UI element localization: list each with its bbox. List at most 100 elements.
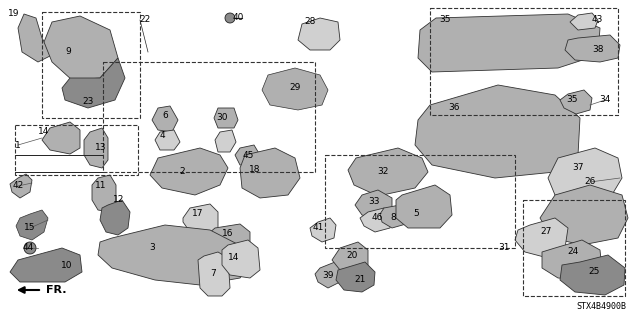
Text: 10: 10: [61, 261, 73, 270]
Polygon shape: [92, 175, 116, 212]
Text: FR.: FR.: [46, 285, 67, 295]
Polygon shape: [262, 68, 328, 110]
Text: 1: 1: [15, 140, 21, 150]
Polygon shape: [332, 242, 368, 272]
Polygon shape: [396, 185, 452, 228]
Text: 40: 40: [232, 13, 244, 23]
Text: 27: 27: [540, 227, 552, 236]
Text: 20: 20: [346, 250, 358, 259]
Bar: [15, 125, 138, 175]
Polygon shape: [18, 14, 52, 62]
Polygon shape: [235, 145, 260, 165]
Text: 41: 41: [312, 224, 324, 233]
Text: 16: 16: [222, 228, 234, 238]
Polygon shape: [62, 58, 125, 108]
Text: 5: 5: [413, 209, 419, 218]
Text: 35: 35: [439, 16, 451, 25]
Text: 11: 11: [95, 182, 107, 190]
Text: 4: 4: [159, 130, 165, 139]
Text: 22: 22: [140, 16, 150, 25]
Polygon shape: [10, 248, 82, 282]
Text: 26: 26: [584, 177, 596, 187]
Polygon shape: [215, 130, 236, 152]
Polygon shape: [360, 208, 392, 232]
Polygon shape: [515, 218, 568, 258]
Polygon shape: [42, 122, 80, 154]
Text: 43: 43: [591, 16, 603, 25]
Polygon shape: [380, 205, 408, 228]
Polygon shape: [183, 204, 218, 235]
Polygon shape: [565, 35, 620, 62]
Polygon shape: [100, 200, 130, 235]
Polygon shape: [152, 106, 178, 132]
Bar: [103, 62, 315, 172]
Text: 42: 42: [12, 182, 24, 190]
Text: 31: 31: [499, 243, 509, 253]
Text: 8: 8: [390, 213, 396, 222]
Polygon shape: [355, 190, 392, 220]
Text: 35: 35: [566, 95, 578, 105]
Text: 24: 24: [568, 248, 579, 256]
Text: 7: 7: [210, 270, 216, 278]
Text: 14: 14: [228, 254, 240, 263]
Polygon shape: [206, 224, 250, 255]
Bar: [42, 12, 140, 118]
Polygon shape: [348, 148, 428, 196]
Text: 46: 46: [371, 213, 383, 222]
Text: 34: 34: [599, 95, 611, 105]
Text: 12: 12: [113, 196, 125, 204]
Polygon shape: [548, 148, 622, 205]
Bar: [325, 155, 515, 248]
Polygon shape: [84, 128, 108, 168]
Text: 9: 9: [65, 48, 71, 56]
Text: 36: 36: [448, 103, 460, 113]
Polygon shape: [310, 218, 336, 242]
Text: 28: 28: [304, 18, 316, 26]
Text: 15: 15: [24, 224, 36, 233]
Bar: [523, 200, 625, 296]
Polygon shape: [155, 130, 180, 150]
Text: 13: 13: [95, 144, 107, 152]
Polygon shape: [150, 148, 228, 195]
Polygon shape: [198, 252, 230, 296]
Text: 39: 39: [323, 271, 333, 279]
Polygon shape: [560, 90, 592, 114]
Polygon shape: [298, 18, 340, 50]
Bar: [430, 8, 618, 115]
Text: 17: 17: [192, 210, 204, 219]
Text: 3: 3: [149, 243, 155, 253]
Polygon shape: [542, 240, 602, 280]
Polygon shape: [16, 210, 48, 240]
Text: 2: 2: [179, 167, 185, 176]
Text: 18: 18: [249, 166, 260, 174]
Text: 25: 25: [588, 268, 600, 277]
Text: 37: 37: [572, 164, 584, 173]
Text: 38: 38: [592, 46, 604, 55]
Polygon shape: [570, 13, 598, 30]
Text: 23: 23: [83, 98, 93, 107]
Polygon shape: [540, 185, 628, 245]
Text: 19: 19: [8, 10, 20, 19]
Text: 30: 30: [216, 114, 228, 122]
Polygon shape: [336, 262, 375, 292]
Polygon shape: [98, 225, 250, 285]
Polygon shape: [44, 16, 118, 80]
Polygon shape: [240, 148, 300, 198]
Text: 29: 29: [289, 84, 301, 93]
Polygon shape: [214, 108, 238, 128]
Text: STX4B4900B: STX4B4900B: [576, 302, 626, 311]
Polygon shape: [315, 262, 342, 288]
Text: 6: 6: [162, 110, 168, 120]
Text: 14: 14: [38, 128, 50, 137]
Polygon shape: [222, 240, 260, 278]
Text: 45: 45: [243, 151, 253, 160]
Circle shape: [24, 242, 36, 254]
Polygon shape: [560, 255, 625, 295]
Text: 44: 44: [22, 243, 34, 253]
Circle shape: [225, 13, 235, 23]
Polygon shape: [418, 14, 600, 72]
Polygon shape: [415, 85, 580, 178]
Polygon shape: [10, 174, 32, 198]
Text: 33: 33: [368, 197, 380, 206]
Text: 32: 32: [378, 167, 388, 176]
